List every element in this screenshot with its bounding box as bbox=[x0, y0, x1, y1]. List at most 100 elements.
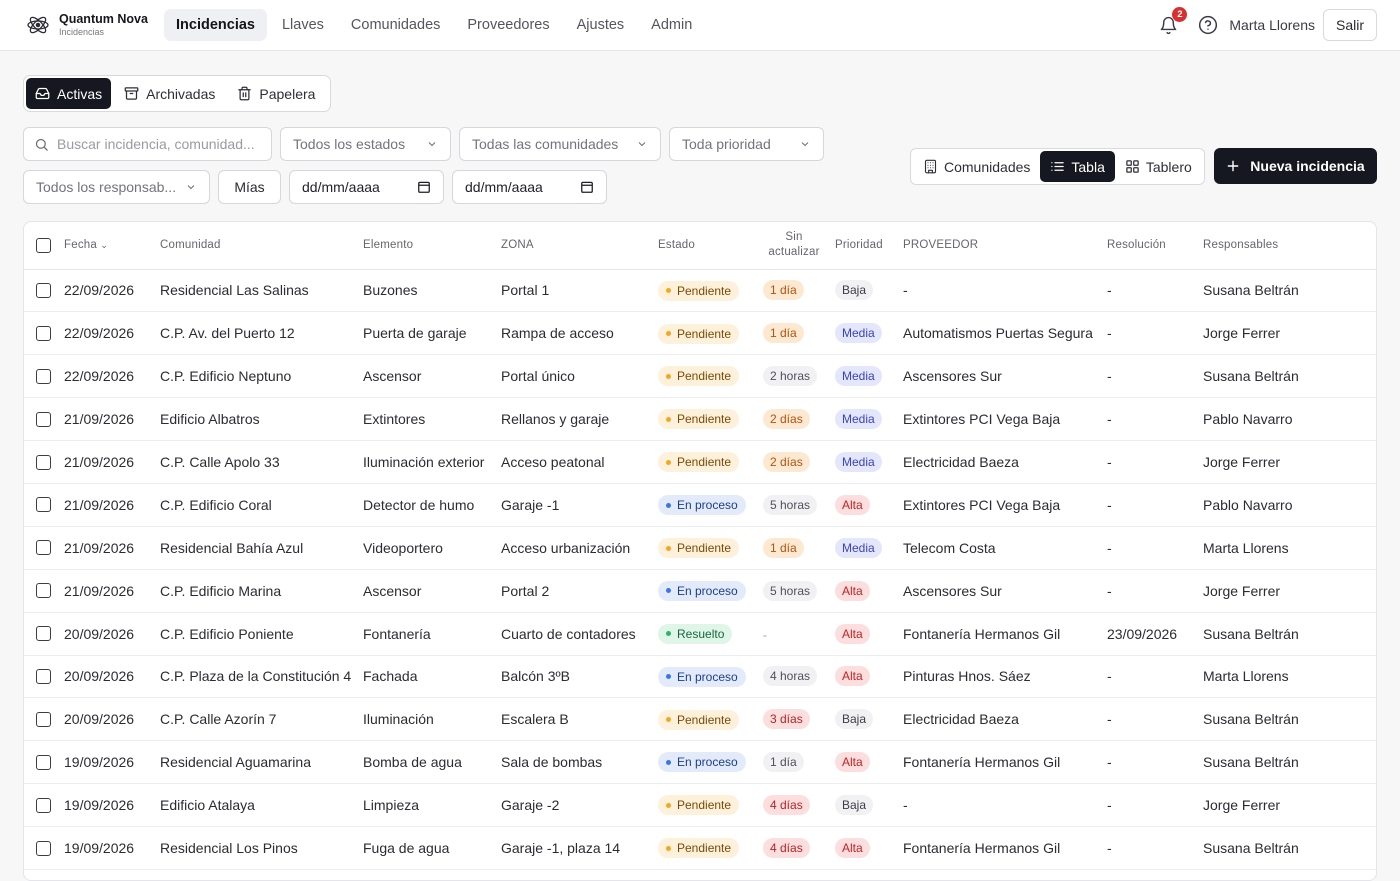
cell-prioridad: Alta bbox=[831, 612, 899, 655]
row-checkbox[interactable] bbox=[36, 711, 51, 727]
row-checkbox[interactable] bbox=[36, 282, 51, 298]
tab-archivadas[interactable]: Archivadas bbox=[115, 78, 224, 109]
date-from-input[interactable]: dd/mm/aaaa bbox=[289, 170, 444, 204]
row-checkbox[interactable] bbox=[36, 840, 51, 856]
logout-button[interactable]: Salir bbox=[1322, 9, 1377, 41]
row-checkbox[interactable] bbox=[36, 583, 51, 599]
nav-proveedores[interactable]: Proveedores bbox=[467, 17, 550, 33]
brand[interactable]: Quantum Nova Incidencias bbox=[26, 13, 164, 37]
priority-filter-value: Toda prioridad bbox=[682, 136, 771, 152]
cell-zona: Balcón 3ºB bbox=[501, 668, 570, 685]
cell-elemento: Iluminación exterior bbox=[363, 454, 485, 470]
incident-scope-tabs: Activas Archivadas Papelera bbox=[23, 75, 332, 112]
table-row[interactable]: 22/09/2026 C.P. Edificio Neptuno Ascenso… bbox=[24, 355, 1376, 398]
table-row[interactable]: 21/09/2026 Residencial Bahía Azul Videop… bbox=[24, 526, 1376, 570]
new-incident-button[interactable]: Nueva incidencia bbox=[1214, 148, 1377, 184]
cell-zona: Escalera B bbox=[501, 711, 569, 728]
view-comunidades-button[interactable]: Comunidades bbox=[913, 151, 1040, 182]
status-filter-select[interactable]: Todos los estados bbox=[280, 127, 451, 161]
status-badge: Pendiente bbox=[658, 280, 740, 301]
help-button[interactable] bbox=[1195, 12, 1221, 38]
cell-elemento: Extintores bbox=[363, 411, 426, 428]
search-input[interactable]: Buscar incidencia, comunidad... bbox=[23, 127, 272, 161]
archive-icon bbox=[124, 87, 139, 100]
tab-papelera[interactable]: Papelera bbox=[228, 78, 324, 109]
chevron-down-icon bbox=[187, 185, 195, 190]
cell-comunidad: C.P. Edificio Neptuno bbox=[160, 368, 292, 385]
tab-activas[interactable]: Activas bbox=[26, 78, 112, 109]
cell-fecha: 19/09/2026 bbox=[64, 754, 135, 771]
cell-resolucion: 23/09/2026 bbox=[1107, 625, 1178, 642]
row-checkbox[interactable] bbox=[36, 368, 51, 384]
notifications-button[interactable]: 2 bbox=[1155, 7, 1188, 38]
user-name[interactable]: Marta Llorens bbox=[1229, 17, 1315, 33]
row-select-cell bbox=[24, 526, 60, 569]
status-badge: Resuelto bbox=[658, 623, 733, 644]
table-row[interactable]: 19/09/2026 Residencial Los Pinos Fuga de… bbox=[24, 827, 1376, 870]
nav-incidencias[interactable]: Incidencias bbox=[164, 9, 267, 41]
cell-elemento: Fuga de agua bbox=[363, 840, 450, 857]
cell-resolucion: - bbox=[1107, 496, 1112, 513]
cell-estado: Pendiente bbox=[654, 441, 757, 484]
table-row[interactable]: 20/09/2026 C.P. Edificio Poniente Fontan… bbox=[24, 612, 1376, 656]
cell-resolucion: - bbox=[1107, 711, 1112, 728]
view-toggle: Comunidades Tabla Tablero bbox=[910, 148, 1205, 185]
table-row[interactable]: 21/09/2026 C.P. Edificio Marina Ascensor… bbox=[24, 569, 1376, 613]
stale-badge: 1 día bbox=[763, 280, 804, 301]
cell-sin-actualizar: 1 día bbox=[757, 269, 831, 312]
table-row[interactable]: 20/09/2026 C.P. Plaza de la Constitución… bbox=[24, 655, 1376, 698]
status-dot-icon bbox=[666, 717, 671, 723]
row-checkbox[interactable] bbox=[36, 454, 51, 470]
cell-prioridad: Media bbox=[831, 312, 899, 355]
priority-filter-select[interactable]: Toda prioridad bbox=[669, 127, 824, 161]
cell-resolucion: - bbox=[1107, 411, 1112, 428]
table-row[interactable]: 21/09/2026 C.P. Calle Apolo 33 Iluminaci… bbox=[24, 441, 1376, 484]
view-tablero-button[interactable]: Tablero bbox=[1115, 151, 1202, 182]
view-tabla-button[interactable]: Tabla bbox=[1040, 151, 1115, 182]
row-checkbox[interactable] bbox=[36, 626, 51, 642]
table-row[interactable]: 22/09/2026 Residencial Las Salinas Buzon… bbox=[24, 269, 1376, 312]
col-fecha-label: Fecha bbox=[64, 239, 97, 252]
status-filter-value: Todos los estados bbox=[293, 136, 406, 152]
table-row[interactable]: 21/09/2026 C.P. Edificio Coral Detector … bbox=[24, 483, 1376, 527]
cell-comunidad: Residencial Aguamarina bbox=[160, 754, 311, 771]
table-row[interactable]: 22/09/2026 C.P. Av. del Puerto 12 Puerta… bbox=[24, 312, 1376, 355]
building-icon bbox=[924, 159, 937, 174]
status-label: Pendiente bbox=[677, 326, 732, 341]
cell-zona: Garaje -2 bbox=[501, 797, 560, 814]
community-filter-select[interactable]: Todas las comunidades bbox=[459, 127, 661, 161]
mine-filter-label: Mías bbox=[234, 179, 265, 195]
cell-sin-actualizar: 5 horas bbox=[757, 483, 831, 526]
table-row[interactable]: 21/09/2026 Edificio Albatros Extintores … bbox=[24, 398, 1376, 441]
status-label: Pendiente bbox=[677, 841, 732, 856]
row-checkbox[interactable] bbox=[36, 540, 51, 556]
table-row[interactable]: 20/09/2026 C.P. Calle Azorín 7 Iluminaci… bbox=[24, 698, 1376, 741]
date-to-input[interactable]: dd/mm/aaaa bbox=[452, 170, 607, 204]
row-checkbox[interactable] bbox=[36, 497, 51, 513]
cell-sin-actualizar: 3 días bbox=[757, 698, 831, 741]
col-sin-label-1: Sin bbox=[785, 230, 803, 243]
cell-elemento: Videoportero bbox=[363, 539, 443, 556]
select-all-checkbox[interactable] bbox=[36, 237, 51, 253]
row-checkbox[interactable] bbox=[36, 754, 51, 770]
nav-comunidades[interactable]: Comunidades bbox=[350, 17, 441, 33]
nav-admin[interactable]: Admin bbox=[651, 17, 693, 33]
select-all-header bbox=[24, 222, 60, 270]
mine-filter-button[interactable]: Mías bbox=[218, 170, 281, 204]
row-checkbox[interactable] bbox=[36, 325, 51, 341]
nav-llaves[interactable]: Llaves bbox=[281, 17, 324, 33]
table-row[interactable]: 19/09/2026 Edificio Atalaya Limpieza Gar… bbox=[24, 784, 1376, 827]
row-select-cell bbox=[24, 784, 60, 827]
row-checkbox[interactable] bbox=[36, 797, 51, 813]
stale-badge: 1 día bbox=[763, 537, 804, 558]
cell-proveedor: Electricidad Baeza bbox=[903, 454, 1019, 470]
table-row[interactable]: 19/09/2026 Residencial Aguamarina Bomba … bbox=[24, 741, 1376, 784]
cell-fecha: 22/09/2026 bbox=[64, 282, 135, 299]
assignee-filter-select[interactable]: Todos los responsab... bbox=[23, 170, 210, 204]
cell-comunidad: Residencial Bahía Azul bbox=[160, 539, 304, 556]
row-checkbox[interactable] bbox=[36, 411, 51, 427]
col-fecha[interactable]: Fecha ⌄ bbox=[60, 222, 156, 270]
row-checkbox[interactable] bbox=[36, 668, 51, 684]
cell-elemento: Buzones bbox=[363, 282, 418, 299]
nav-ajustes[interactable]: Ajustes bbox=[576, 17, 625, 33]
